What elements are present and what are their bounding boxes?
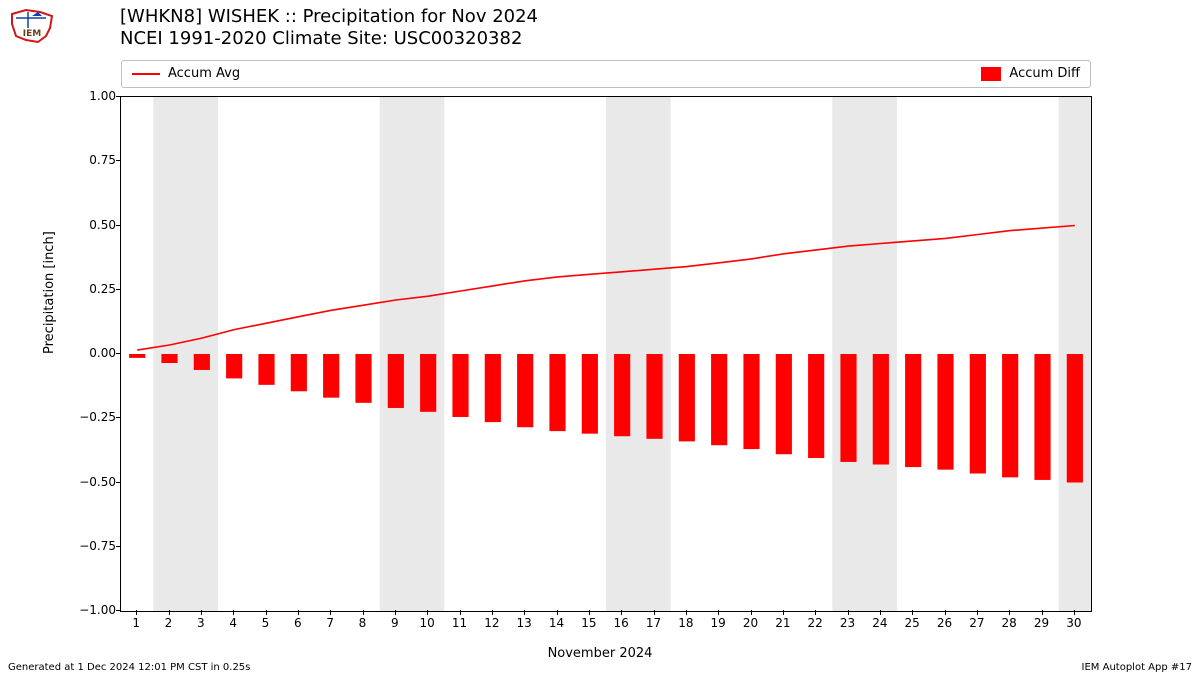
ytick-mark [116,96,121,97]
xtick-mark [1042,610,1043,615]
xtick-label: 13 [517,616,532,630]
xtick-label: 27 [969,616,984,630]
xtick-label: 16 [614,616,629,630]
xtick-mark [621,610,622,615]
xtick-mark [363,610,364,615]
xtick-mark [266,610,267,615]
xtick-mark [201,610,202,615]
ytick-mark [116,225,121,226]
xtick-label: 6 [294,616,302,630]
xtick-label: 11 [452,616,467,630]
xtick-label: 20 [743,616,758,630]
ytick-label: −0.75 [76,539,116,553]
ytick-mark [116,610,121,611]
xtick-label: 18 [678,616,693,630]
xtick-label: 3 [197,616,205,630]
xtick-label: 21 [775,616,790,630]
xtick-label: 1 [132,616,140,630]
xtick-mark [524,610,525,615]
xtick-label: 28 [1002,616,1017,630]
xtick-label: 29 [1034,616,1049,630]
ytick-mark [116,160,121,161]
xtick-label: 24 [872,616,887,630]
ytick-mark [116,417,121,418]
ytick-label: 1.00 [76,89,116,103]
xtick-label: 12 [484,616,499,630]
legend-item-bar: Accum Diff [981,66,1080,81]
xtick-mark [298,610,299,615]
xtick-label: 7 [326,616,334,630]
iem-logo: IEM [8,6,56,46]
xtick-mark [557,610,558,615]
xtick-label: 26 [937,616,952,630]
ytick-label: −0.25 [76,410,116,424]
ytick-label: 0.00 [76,346,116,360]
xtick-mark [233,610,234,615]
footer-appname: IEM Autoplot App #17 [1082,662,1192,673]
plot-svg [121,97,1091,611]
xtick-mark [136,610,137,615]
ytick-label: 0.50 [76,218,116,232]
legend: Accum Avg Accum Diff [121,60,1091,88]
xtick-label: 15 [581,616,596,630]
xtick-label: 10 [420,616,435,630]
xtick-label: 17 [646,616,661,630]
xtick-mark [880,610,881,615]
ytick-mark [116,546,121,547]
xtick-mark [783,610,784,615]
xtick-label: 14 [549,616,564,630]
y-axis-label: Precipitation [inch] [42,231,57,354]
xtick-label: 2 [165,616,173,630]
xtick-label: 8 [359,616,367,630]
svg-text:IEM: IEM [23,29,41,39]
ytick-mark [116,482,121,483]
legend-line-label: Accum Avg [168,66,240,81]
ytick-label: −0.50 [76,475,116,489]
xtick-mark [945,610,946,615]
xtick-mark [751,610,752,615]
plot-area [120,96,1092,612]
xtick-mark [848,610,849,615]
xtick-label: 4 [229,616,237,630]
xtick-label: 25 [905,616,920,630]
xtick-label: 19 [711,616,726,630]
ytick-mark [116,289,121,290]
xtick-mark [460,610,461,615]
xtick-label: 30 [1066,616,1081,630]
legend-item-line: Accum Avg [132,66,240,81]
xtick-mark [492,610,493,615]
legend-bar-sample [981,67,1001,81]
xtick-mark [718,610,719,615]
ytick-label: 0.25 [76,282,116,296]
ytick-label: −1.00 [76,603,116,617]
xtick-mark [169,610,170,615]
xtick-mark [686,610,687,615]
xtick-mark [395,610,396,615]
footer-generated: Generated at 1 Dec 2024 12:01 PM CST in … [8,662,250,673]
legend-bar-label: Accum Diff [1009,66,1080,81]
xtick-mark [1009,610,1010,615]
xtick-label: 5 [262,616,270,630]
xtick-mark [912,610,913,615]
xtick-label: 22 [808,616,823,630]
ytick-label: 0.75 [76,153,116,167]
ytick-mark [116,353,121,354]
xtick-label: 23 [840,616,855,630]
xtick-label: 9 [391,616,399,630]
xtick-mark [427,610,428,615]
chart-title-line2: NCEI 1991-2020 Climate Site: USC00320382 [120,28,522,49]
xtick-mark [589,610,590,615]
legend-line-sample [132,73,160,75]
xtick-mark [654,610,655,615]
x-axis-label: November 2024 [0,646,1200,661]
chart-title-line1: [WHKN8] WISHEK :: Precipitation for Nov … [120,6,538,27]
xtick-mark [1074,610,1075,615]
xtick-mark [815,610,816,615]
xtick-mark [330,610,331,615]
xtick-mark [977,610,978,615]
